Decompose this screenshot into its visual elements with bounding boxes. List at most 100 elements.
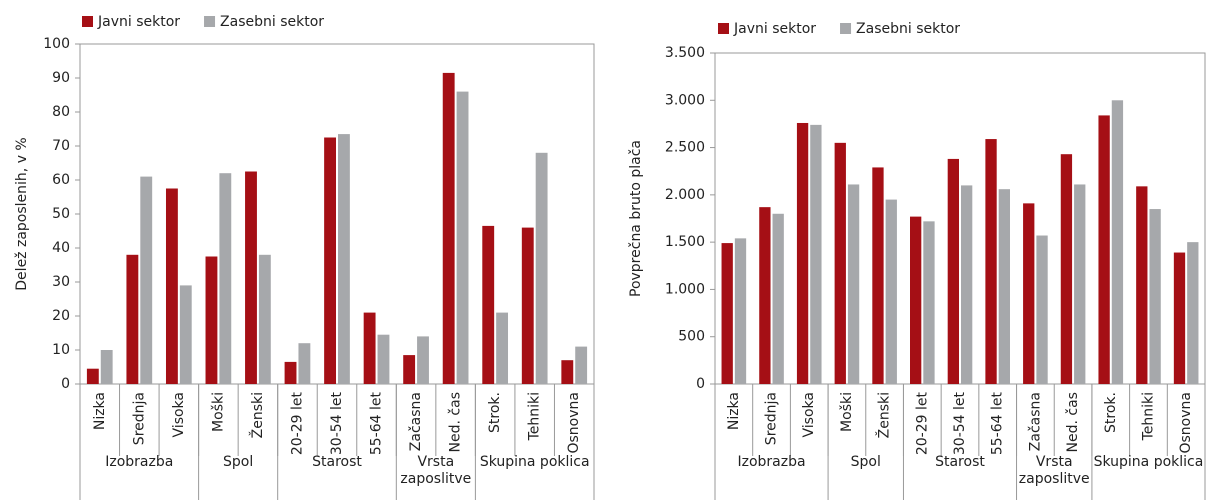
category-label: 30-54 let xyxy=(952,391,968,455)
category-label: 30-54 let xyxy=(329,391,345,455)
bar xyxy=(442,72,455,385)
y-tick-label: 10 xyxy=(52,342,70,358)
y-tick-label: 80 xyxy=(52,104,70,120)
y-tick-label: 70 xyxy=(52,138,70,154)
bar xyxy=(165,188,178,384)
bar xyxy=(258,254,271,384)
category-label: 20-29 let xyxy=(289,391,305,455)
legend-label: Zasebni sektor xyxy=(220,14,324,30)
group-label: Skupina poklica xyxy=(1093,454,1204,470)
bar xyxy=(1060,154,1073,384)
y-axis-label: Delež zaposlenih, v % xyxy=(14,137,30,290)
y-tick-label: 500 xyxy=(678,329,705,345)
bar xyxy=(126,254,139,384)
bar xyxy=(1149,209,1161,384)
bar xyxy=(377,334,390,384)
bar xyxy=(998,189,1010,384)
bar xyxy=(205,256,218,384)
plot-frame xyxy=(714,52,1206,385)
y-tick-label: 60 xyxy=(52,172,70,188)
category-label: Tehniki xyxy=(527,392,543,441)
group-label: Skupina poklica xyxy=(479,454,590,470)
category-label: 55-64 let xyxy=(990,391,1006,455)
bar xyxy=(140,176,153,384)
y-tick-label: 90 xyxy=(52,70,70,86)
bar xyxy=(298,343,311,384)
y-tick-label: 0 xyxy=(61,376,70,392)
category-label: Srednja xyxy=(131,392,147,445)
bar xyxy=(985,139,997,384)
group-label: Starost xyxy=(935,454,985,470)
bar xyxy=(910,216,922,384)
category-label: 20-29 let xyxy=(914,391,930,455)
category-label: Ženski xyxy=(248,392,266,438)
bar xyxy=(810,124,822,385)
category-label: Nizka xyxy=(726,392,742,430)
y-tick-label: 3.500 xyxy=(665,45,705,61)
category-label: 55-64 let xyxy=(369,391,385,455)
bar xyxy=(721,243,733,384)
bar xyxy=(403,355,416,384)
category-label: Moški xyxy=(839,392,855,432)
category-label: Začasna xyxy=(1027,392,1043,451)
bar xyxy=(734,238,747,384)
bar xyxy=(363,312,376,384)
bar xyxy=(872,167,884,384)
bar xyxy=(179,285,192,384)
bar xyxy=(1111,100,1124,385)
category-label: Ned. čas xyxy=(1065,392,1081,452)
bar xyxy=(219,173,232,384)
category-label: Nizka xyxy=(92,392,108,430)
bar xyxy=(947,158,959,384)
legend-swatch xyxy=(82,16,93,27)
y-axis-label: Povprečna bruto plača xyxy=(628,140,644,297)
category-label: Strok. xyxy=(487,392,503,433)
category-label: Visoka xyxy=(171,392,187,437)
category-label: Visoka xyxy=(801,392,817,437)
category-label: Ženski xyxy=(875,392,893,438)
bar xyxy=(521,227,534,384)
legend-swatch xyxy=(204,16,216,27)
y-tick-label: 0 xyxy=(696,376,705,392)
category-label: Začasna xyxy=(408,392,424,451)
bar xyxy=(834,142,846,384)
bar xyxy=(324,137,336,384)
bar xyxy=(923,221,935,384)
group-label: Starost xyxy=(312,454,362,470)
bar xyxy=(338,134,350,384)
y-tick-label: 2.500 xyxy=(665,140,705,156)
group-label: Spol xyxy=(223,454,254,470)
group-label: Vrsta zaposlitve xyxy=(1018,454,1090,487)
category-label: Osnovna xyxy=(566,392,582,454)
bar xyxy=(417,336,429,384)
bar xyxy=(482,225,495,384)
bar xyxy=(284,361,297,384)
bar xyxy=(885,199,897,384)
bar xyxy=(1187,242,1199,384)
bar xyxy=(796,122,809,385)
y-tick-label: 50 xyxy=(52,206,70,222)
category-label: Moški xyxy=(210,392,226,432)
bar xyxy=(1023,203,1035,384)
y-tick-label: 40 xyxy=(52,240,70,256)
y-tick-label: 20 xyxy=(52,308,70,324)
category-label: Srednja xyxy=(764,392,780,445)
legend-swatch xyxy=(840,23,852,34)
y-tick-label: 1.500 xyxy=(665,234,705,250)
category-label: Strok. xyxy=(1103,392,1119,433)
bar xyxy=(575,346,588,384)
y-tick-label: 1.000 xyxy=(665,281,705,297)
bar xyxy=(456,91,469,384)
bar xyxy=(561,360,574,384)
y-tick-label: 100 xyxy=(43,36,70,52)
group-label: Izobrazba xyxy=(105,454,174,470)
plot-frame xyxy=(79,43,595,385)
bar xyxy=(86,368,99,384)
bar xyxy=(1136,186,1148,384)
bar xyxy=(961,185,973,384)
bar xyxy=(496,312,509,384)
bar xyxy=(847,184,860,384)
bar xyxy=(1074,184,1086,384)
